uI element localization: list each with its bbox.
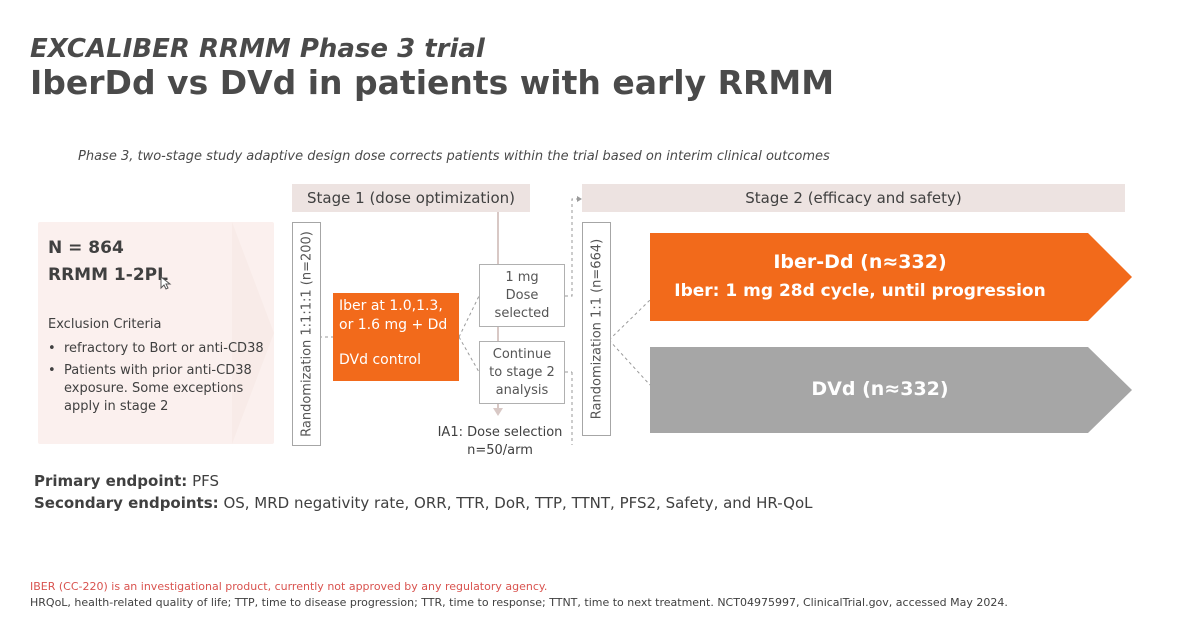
continue-box-line: to stage 2 xyxy=(489,364,555,380)
abbreviations-footnote: HRQoL, health-related quality of life; T… xyxy=(30,596,1008,609)
timeline-arrowhead xyxy=(493,408,503,416)
slide-kicker: EXCALIBER RRMM Phase 3 trial xyxy=(30,34,485,64)
stage2-arrowhead xyxy=(577,196,582,202)
interim-analysis-size: n=50/arm xyxy=(467,443,533,458)
rand2-to-iberdd-connector xyxy=(608,299,651,341)
continue-box-line: Continue xyxy=(492,346,552,362)
dose-selected-box: 1 mg Dose selected xyxy=(479,264,565,327)
dose-to-stage2-connector xyxy=(565,198,582,297)
dvd-arm-title: DVd (n≈332) xyxy=(811,378,949,400)
iber-dd-arm-arrow xyxy=(650,233,1132,321)
dose-box-line: 1 mg xyxy=(505,269,539,285)
iber-dd-arm-description: Iber: 1 mg 28d cycle, until progression xyxy=(674,281,1046,301)
stage1-randomization-box: Randomization 1:1:1:1 (n=200) xyxy=(292,222,321,446)
stage2-randomization-box: Randomization 1:1 (n=664) xyxy=(582,222,611,436)
slide-subtitle: Phase 3, two-stage study adaptive design… xyxy=(78,149,830,164)
iber-dd-arm-title: Iber-Dd (n≈332) xyxy=(773,251,947,273)
secondary-endpoints-value: OS, MRD negativity rate, ORR, TTR, DoR, … xyxy=(218,494,813,512)
interim-analysis-label: IA1: Dose selection xyxy=(437,425,563,440)
stage2-header: Stage 2 (efficacy and safety) xyxy=(582,184,1125,212)
stage1-arms-box: Iber at 1.0,1.3, or 1.6 mg + Dd DVd cont… xyxy=(333,293,459,381)
exclusion-item: refractory to Bort or anti-CD38 xyxy=(48,340,268,358)
continue-box-line: analysis xyxy=(495,382,549,398)
stage1-randomization-label: Randomization 1:1:1:1 (n=200) xyxy=(299,231,314,437)
regulatory-disclaimer: IBER (CC-220) is an investigational prod… xyxy=(30,580,548,593)
dvd-arm-arrow xyxy=(650,347,1132,433)
exclusion-criteria-list: refractory to Bort or anti-CD38 Patients… xyxy=(48,340,268,420)
primary-endpoint-label: Primary endpoint: xyxy=(34,472,188,490)
primary-endpoint: Primary endpoint: PFS xyxy=(34,472,219,490)
iber-to-dose-connector xyxy=(458,295,480,338)
stage2-randomization-label: Randomization 1:1 (n=664) xyxy=(589,238,604,420)
stage1-arm-dose-line1: Iber at 1.0,1.3, xyxy=(339,298,443,314)
primary-endpoint-value: PFS xyxy=(187,472,220,490)
dose-box-line: selected xyxy=(494,305,550,321)
patient-count: N = 864 xyxy=(48,238,124,258)
mouse-pointer-icon xyxy=(160,276,172,290)
patient-population-label: RRMM 1-2PL xyxy=(48,265,168,285)
exclusion-item: Patients with prior anti-CD38 exposure. … xyxy=(48,362,268,416)
secondary-endpoints-label: Secondary endpoints: xyxy=(34,494,219,512)
stage1-control-arm: DVd control xyxy=(339,352,421,368)
continue-analysis-box: Continue to stage 2 analysis xyxy=(479,341,565,404)
dose-box-line: Dose xyxy=(505,287,539,303)
slide-title: IberDd vs DVd in patients with early RRM… xyxy=(30,63,835,102)
stage1-arm-dose-line2: or 1.6 mg + Dd xyxy=(339,317,448,333)
exclusion-criteria-title: Exclusion Criteria xyxy=(48,317,162,332)
stage1-header: Stage 1 (dose optimization) xyxy=(292,184,530,212)
secondary-endpoints: Secondary endpoints: OS, MRD negativity … xyxy=(34,494,813,512)
rand2-to-dvd-connector xyxy=(608,339,651,386)
iber-to-continue-connector xyxy=(458,336,480,373)
